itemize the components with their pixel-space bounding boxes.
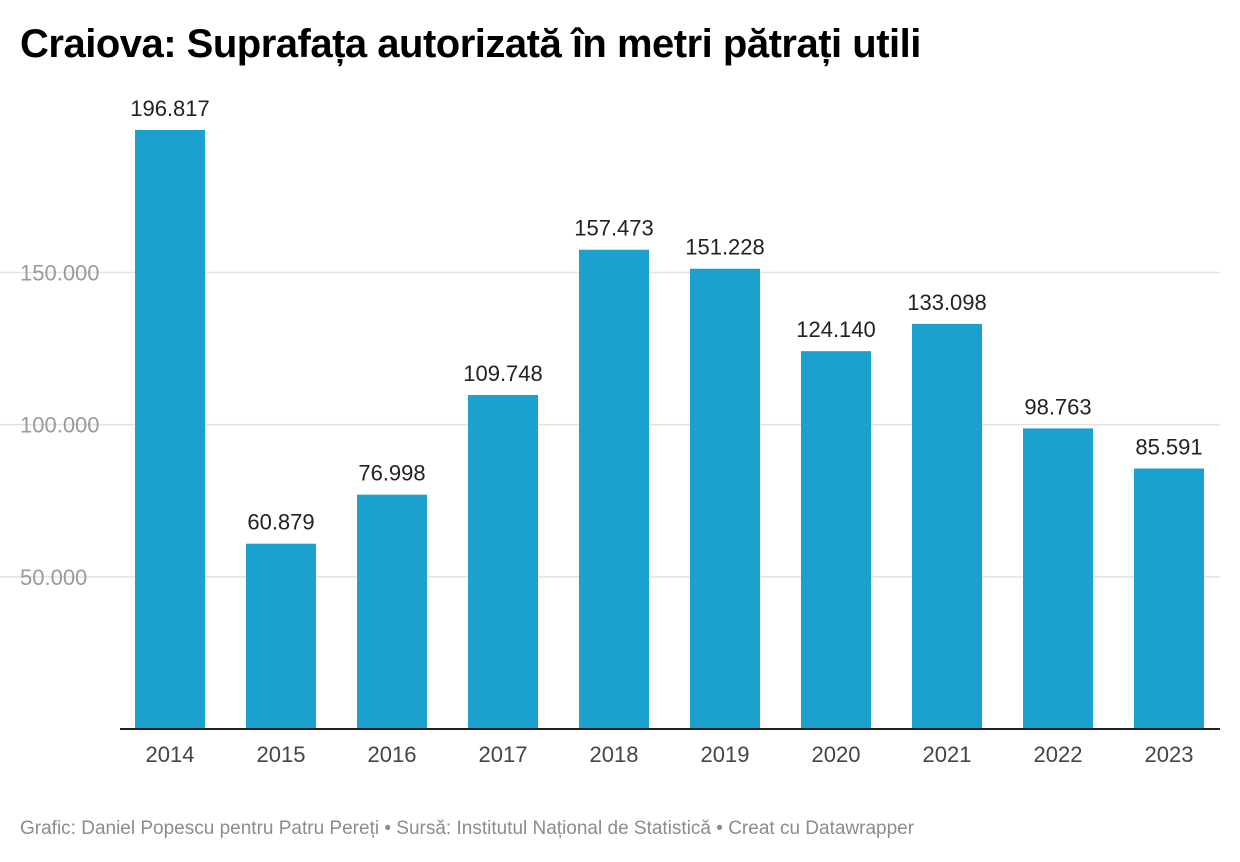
- value-label: 196.817: [130, 96, 210, 121]
- y-tick-label: 50.000: [20, 565, 87, 590]
- x-tick-label: 2018: [590, 742, 639, 767]
- value-label: 157.473: [574, 216, 654, 241]
- x-tick-label: 2021: [923, 742, 972, 767]
- bar-2022: [1023, 428, 1093, 729]
- bar-2017: [468, 394, 538, 729]
- x-tick-label: 2019: [701, 742, 750, 767]
- bar-2014: [135, 130, 205, 729]
- value-label: 124.140: [796, 317, 876, 342]
- bar-2023: [1134, 468, 1204, 729]
- value-label: 109.748: [463, 361, 543, 386]
- x-tick-label: 2017: [479, 742, 528, 767]
- x-tick-label: 2014: [146, 742, 195, 767]
- bar-2016: [357, 494, 427, 729]
- bar-2018: [579, 249, 649, 729]
- bar-2015: [246, 543, 316, 729]
- x-tick-label: 2020: [812, 742, 861, 767]
- bar-2020: [801, 351, 871, 729]
- y-tick-label: 100.000: [20, 413, 100, 438]
- chart-title: Craiova: Suprafața autorizată în metri p…: [20, 22, 921, 66]
- value-label: 60.879: [247, 510, 314, 535]
- value-label: 151.228: [685, 235, 765, 260]
- value-label: 76.998: [358, 461, 425, 486]
- bar-chart: 50.000 100.000 150.000 196.817 60.879 76.998…: [0, 96, 1220, 767]
- value-label: 133.098: [907, 290, 987, 315]
- y-tick-label: 150.000: [20, 260, 100, 285]
- labels-layer: 196.817 60.879 76.998 109.748 157.473 151.228…: [130, 96, 1202, 535]
- x-tick-label: 2022: [1034, 742, 1083, 767]
- x-tick-label: 2015: [257, 742, 306, 767]
- value-label: 98.763: [1024, 394, 1091, 419]
- chart-footer: Grafic: Daniel Popescu pentru Patru Pere…: [20, 818, 915, 839]
- x-tick-label: 2016: [368, 742, 417, 767]
- x-tick-label: 2023: [1145, 742, 1194, 767]
- bar-2021: [912, 323, 982, 729]
- x-axis: 2014 2015 2016 2017 2018 2019 2020 2021 2022 2023: [120, 728, 1220, 767]
- bars-layer: [135, 130, 1204, 729]
- bar-2019: [690, 268, 760, 729]
- value-label: 85.591: [1135, 435, 1202, 460]
